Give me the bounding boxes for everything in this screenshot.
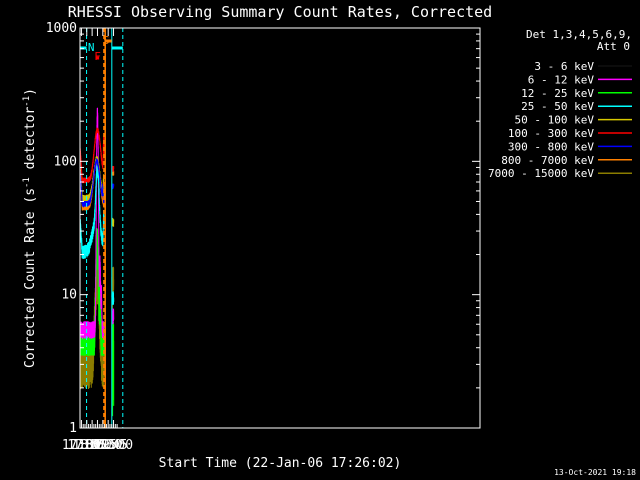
x-tick-label-1: 17:45 <box>67 438 106 453</box>
x-tick-label-4: 18:30 <box>83 438 122 453</box>
y-tick-label-0: 1 <box>69 421 77 436</box>
series-line-1 <box>79 107 105 340</box>
y-tick-label-3: 1000 <box>46 21 77 36</box>
chart-title: RHESSI Observing Summary Count Rates, Co… <box>68 3 492 21</box>
legend-label-1: 6 - 12 keV <box>528 73 595 86</box>
legend-label-8: 7000 - 15000 keV <box>488 167 594 180</box>
y-axis-label-sup2: -1 <box>22 96 32 107</box>
y-ticks: 1 10 100 1000 <box>46 21 480 436</box>
legend-label-2: 12 - 25 keV <box>521 87 594 100</box>
footer-timestamp: 13-Oct-2021 19:18 <box>554 468 636 477</box>
legend-label-6: 300 - 800 keV <box>508 140 594 153</box>
annotation-N: N <box>88 41 95 54</box>
y-tick-label-2: 100 <box>54 154 77 169</box>
plot-frame <box>79 27 481 429</box>
x-tick-label-5: 18:45 <box>89 438 128 453</box>
y-axis-label: Corrected Count Rate (s-1 detector-1) <box>22 88 38 368</box>
y-axis-label-mid: detector <box>23 107 38 178</box>
legend-label-0: 3 - 6 keV <box>534 60 594 73</box>
x-tick-label-3: 18:15 <box>78 438 117 453</box>
series-line-3 <box>79 162 105 259</box>
x-tick-label-2: 18:00 <box>73 438 112 453</box>
series-layer <box>79 107 115 417</box>
x-tick-label-0: 17:30 <box>62 438 101 453</box>
x-axis-label: Start Time (22-Jan-06 17:26:02) <box>159 456 402 471</box>
legend-label-3: 25 - 50 keV <box>521 100 594 113</box>
y-tick-label-1: 10 <box>61 288 77 303</box>
legend-label-7: 800 - 7000 keV <box>501 154 594 167</box>
annotation-S: S <box>103 34 110 47</box>
annotation-F: F <box>94 50 101 63</box>
series-line-5 <box>79 127 105 184</box>
x-tick-label-6: 19:00 <box>94 438 133 453</box>
y-axis-label-main: Corrected Count Rate (s <box>23 188 38 368</box>
legend-label-4: 50 - 100 keV <box>515 114 595 127</box>
legend-header-1: Det 1,3,4,5,6,9, <box>526 28 632 41</box>
y-axis-label-end: ) <box>23 88 38 96</box>
legend-header-2: Att 0 <box>597 40 630 53</box>
legend-label-5: 100 - 300 keV <box>508 127 594 140</box>
y-axis-label-sup1: -1 <box>22 177 32 188</box>
